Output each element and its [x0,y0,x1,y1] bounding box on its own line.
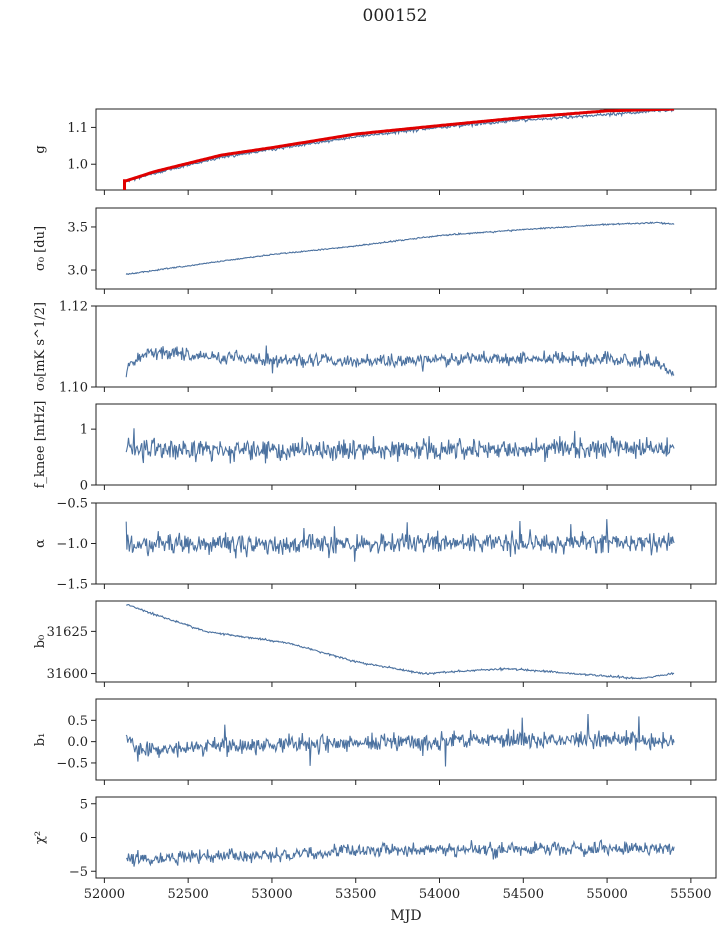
y-tick-label: 3.0 [67,264,88,279]
y-tick-label: −5 [69,865,88,880]
x-tick-label: 55500 [670,887,711,902]
y-tick-label: 1.12 [59,300,88,315]
series-line [125,109,675,183]
y-tick-label: 31600 [47,667,88,682]
y-axis-label: b₁ [33,733,48,747]
series-line [125,428,675,464]
series-line [125,345,675,378]
x-tick-label: 55000 [586,887,627,902]
y-tick-label: −0.5 [56,756,88,771]
panel-frame [95,207,717,290]
x-tick-label: 54000 [419,887,460,902]
panel-frame [95,796,717,879]
series-line [125,713,675,767]
y-axis-label: f_knee [mHz] [33,401,48,489]
y-axis-label: σ₀ [du] [33,226,48,271]
y-axis-label: σ₀[mK s^1/2] [33,302,48,391]
y-tick-label: 0 [80,831,88,846]
y-tick-label: 1.0 [67,158,88,173]
y-tick-label: 5 [80,797,88,812]
y-tick-label: −1.0 [56,537,88,552]
y-axis-label: g [33,145,48,153]
y-tick-label: 0.0 [67,735,88,750]
panel-frame [95,600,717,683]
y-tick-label: 3.5 [67,220,88,235]
highlight-line [123,109,675,190]
x-tick-label: 54500 [503,887,544,902]
panel-frame [95,305,717,388]
panel-frame [95,698,717,781]
y-tick-label: 1.10 [59,381,88,396]
x-tick-label: 52000 [84,887,125,902]
figure-title: 000152 [362,6,428,26]
panel-frame [95,108,717,191]
y-tick-label: −0.5 [56,497,88,512]
series-line [125,221,675,276]
y-tick-label: −1.5 [56,578,88,593]
y-tick-label: 31625 [47,625,88,640]
series-line [126,604,675,680]
series-line [126,839,675,867]
y-tick-label: 0 [80,479,88,494]
y-axis-label: χ² [33,831,48,844]
y-tick-label: 1.1 [67,121,88,136]
x-tick-label: 52500 [167,887,208,902]
x-tick-label: 53500 [335,887,376,902]
x-axis-label: MJD [390,908,422,924]
x-tick-label: 53000 [251,887,292,902]
y-tick-label: 1 [80,423,88,438]
panel-frame [95,403,717,486]
series-line [125,519,675,562]
y-axis-label: α [33,539,48,548]
y-axis-label: b₀ [33,635,48,649]
y-tick-label: 0.5 [67,714,88,729]
